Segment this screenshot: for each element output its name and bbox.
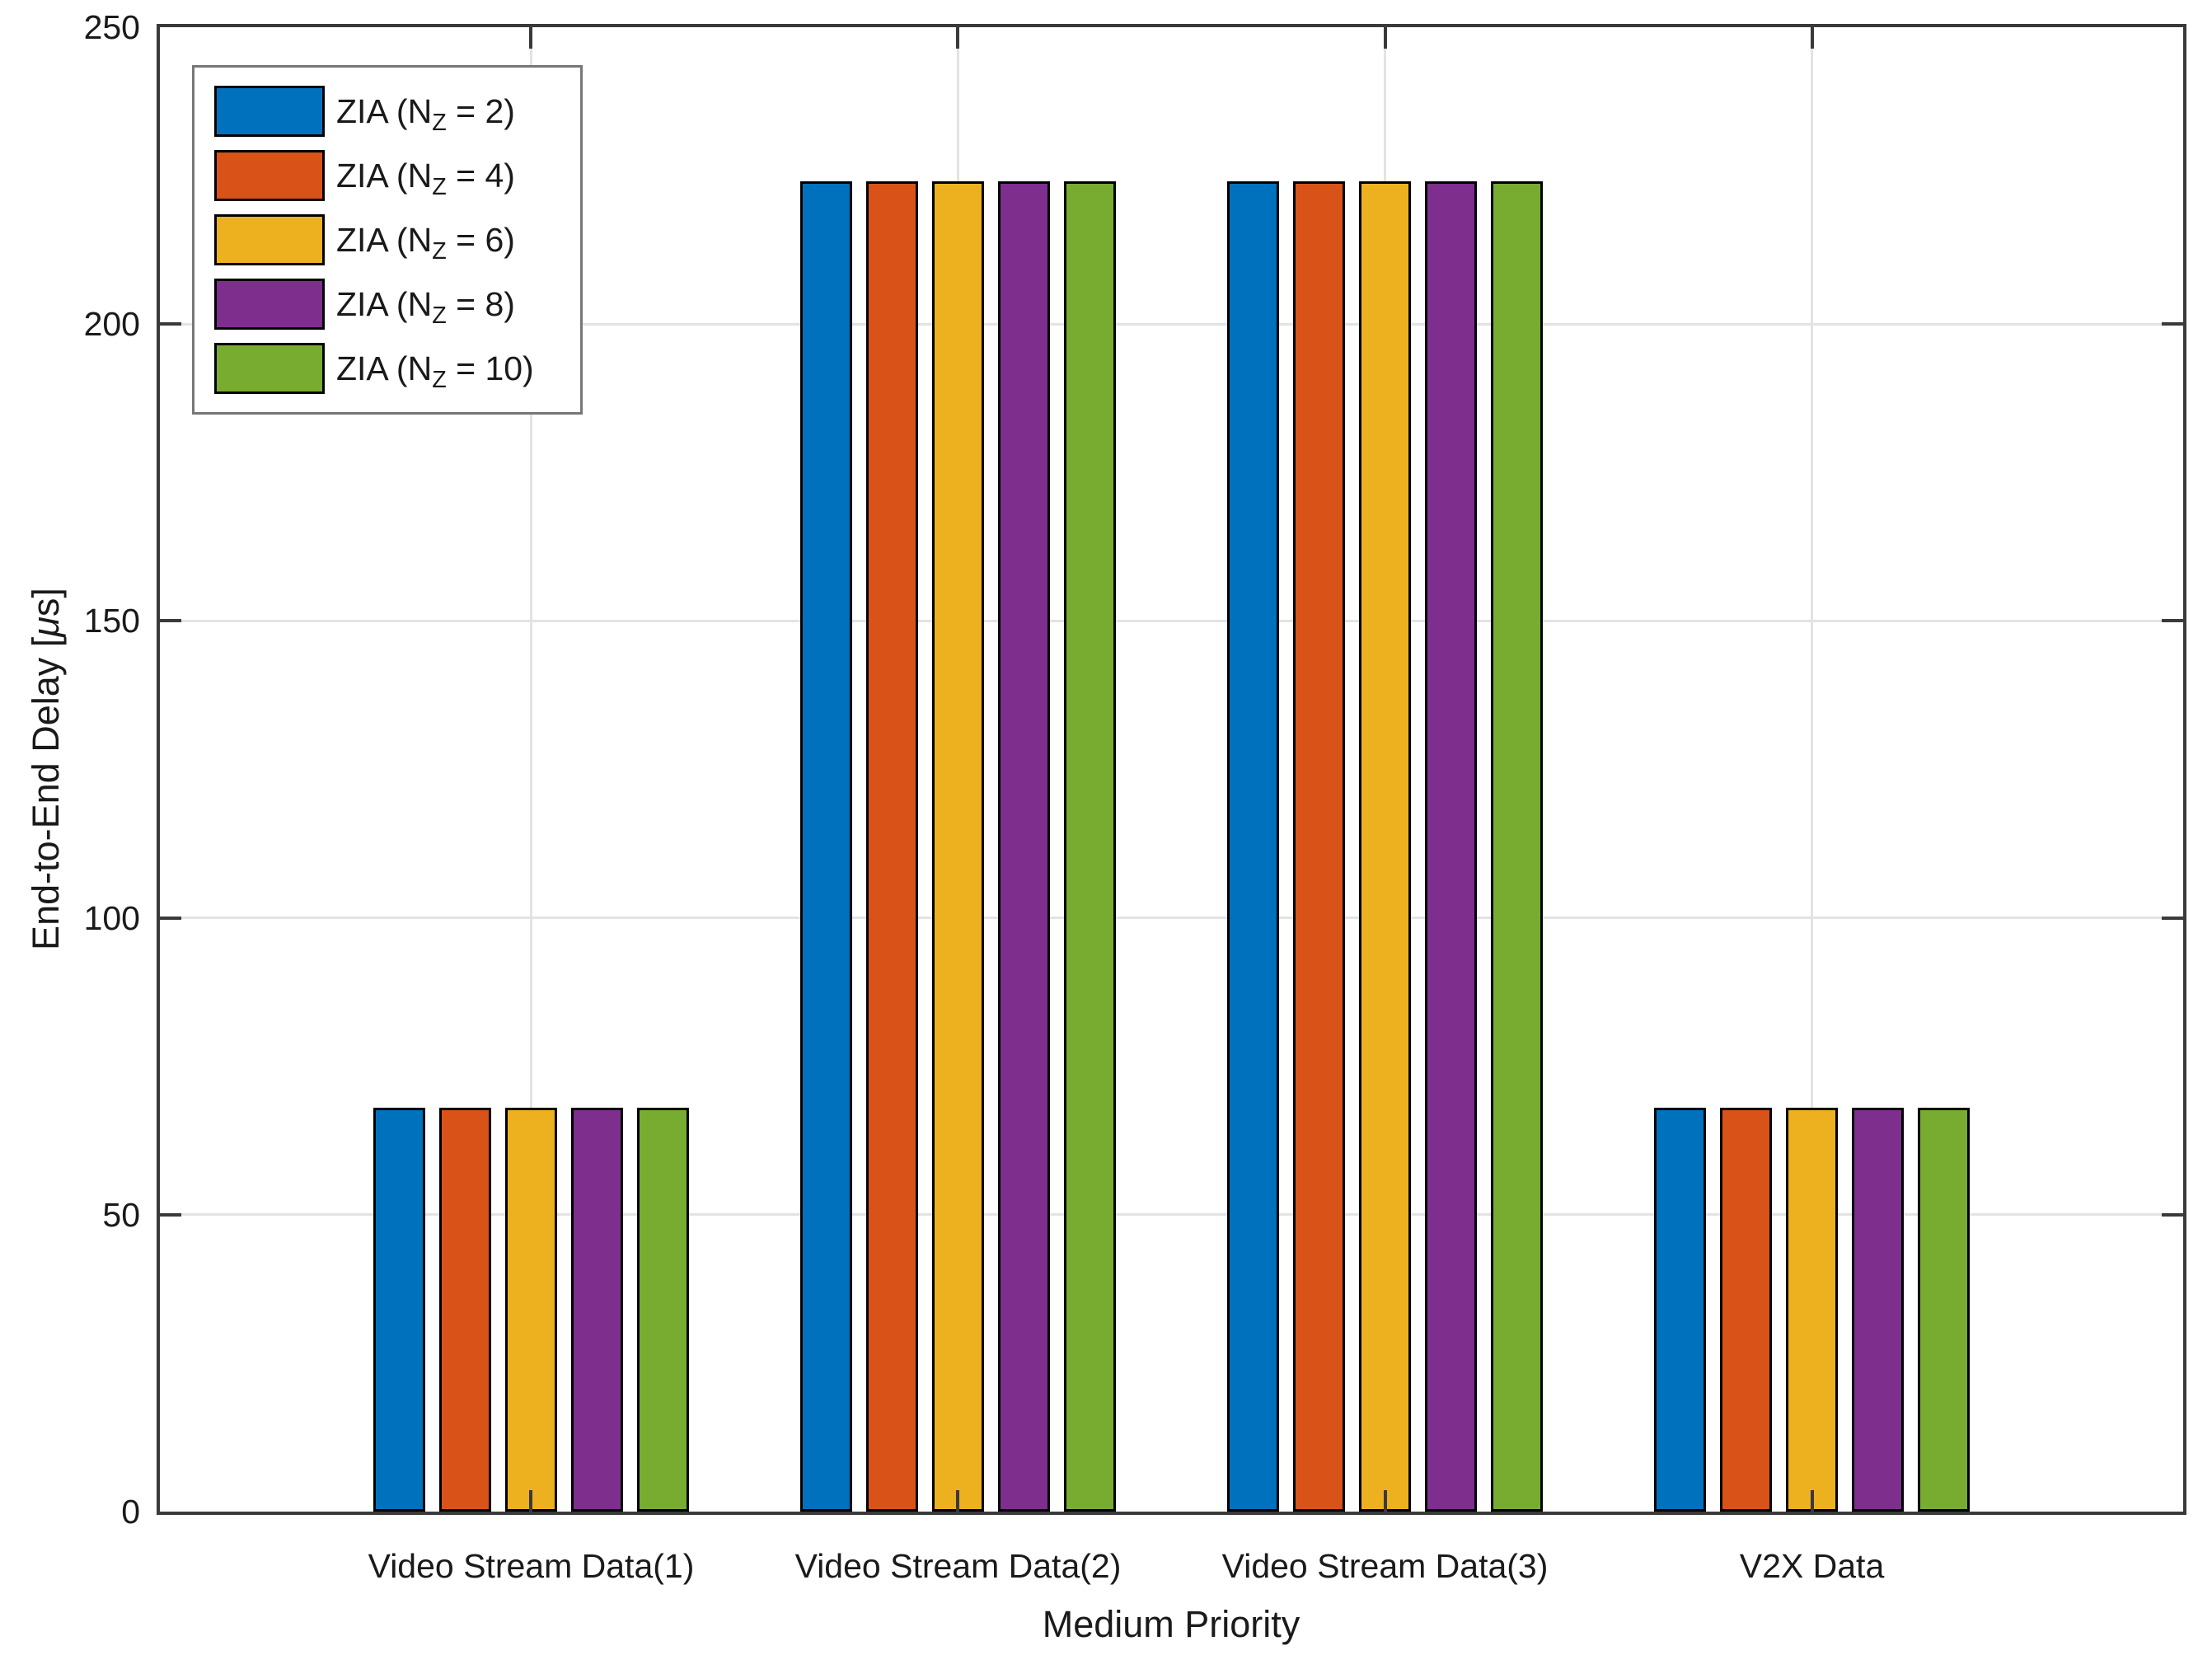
bar-ZIA-N_Z-2--cat4	[1654, 1108, 1706, 1512]
x-tick-mark	[1383, 1490, 1387, 1512]
bar-ZIA-N_Z-2--cat3	[1227, 181, 1279, 1512]
y-tick-label: 50	[102, 1195, 140, 1234]
legend-item: ZIA (NZ = 6)	[214, 214, 580, 265]
y-tick-mark	[2162, 322, 2183, 326]
x-gridline	[529, 27, 532, 1512]
y-gridline	[160, 1213, 2183, 1217]
legend-swatch	[214, 343, 325, 394]
bar-ZIA-N_Z-4--cat3	[1293, 181, 1345, 1512]
y-tick-label: 200	[83, 305, 140, 344]
y-tick-label: 250	[83, 8, 140, 46]
bar-ZIA-N_Z-4--cat1	[438, 1108, 491, 1512]
x-tick-mark	[1383, 27, 1387, 49]
y-tick-label: 0	[121, 1493, 140, 1531]
legend-swatch	[214, 279, 325, 330]
bar-ZIA-N_Z-8--cat1	[570, 1108, 623, 1512]
legend-swatch	[214, 86, 325, 137]
legend-label: ZIA (NZ = 4)	[336, 156, 515, 200]
bar-ZIA-N_Z-6--cat3	[1359, 181, 1411, 1512]
legend-item: ZIA (NZ = 2)	[214, 86, 580, 137]
bar-ZIA-N_Z-10--cat2	[1063, 181, 1116, 1512]
bar-ZIA-N_Z-4--cat2	[865, 181, 918, 1512]
x-gridline	[1811, 27, 1813, 1512]
plot-area	[160, 27, 2183, 1512]
y-tick-label: 150	[83, 602, 140, 640]
x-tick-mark	[1810, 1490, 1814, 1512]
legend-swatch	[214, 150, 325, 201]
x-tick-mark	[956, 27, 960, 49]
x-tick-label: Video Stream Data(2)	[794, 1547, 1122, 1585]
x-tick-label: Video Stream Data(3)	[1221, 1547, 1549, 1585]
legend-label: ZIA (NZ = 10)	[336, 349, 534, 393]
y-tick-mark	[2162, 1212, 2183, 1217]
y-gridline	[160, 322, 2183, 326]
bar-ZIA-N_Z-2--cat1	[373, 1108, 425, 1512]
x-tick-label: Video Stream Data(1)	[368, 1547, 695, 1585]
x-tick-label: V2X Data	[1739, 1547, 1885, 1585]
bar-ZIA-N_Z-4--cat4	[1720, 1108, 1772, 1512]
bar-ZIA-N_Z-10--cat3	[1491, 181, 1543, 1512]
legend-item: ZIA (NZ = 4)	[214, 150, 580, 201]
x-tick-mark	[529, 1490, 533, 1512]
x-axis-label: Medium Priority	[1042, 1603, 1300, 1645]
y-tick-mark	[160, 916, 181, 920]
y-tick-mark	[160, 619, 181, 623]
legend-label: ZIA (NZ = 6)	[336, 220, 515, 265]
bar-ZIA-N_Z-10--cat4	[1918, 1108, 1970, 1512]
bar-ZIA-N_Z-8--cat4	[1852, 1108, 1904, 1512]
legend-item: ZIA (NZ = 8)	[214, 279, 580, 330]
y-gridline	[160, 917, 2183, 920]
y-gridline	[160, 619, 2183, 622]
bar-ZIA-N_Z-6--cat1	[504, 1108, 557, 1512]
y-tick-mark	[2162, 916, 2183, 920]
bar-ZIA-N_Z-2--cat2	[799, 181, 852, 1512]
legend: ZIA (NZ = 2) ZIA (NZ = 4) ZIA (NZ = 6) ZIA …	[192, 65, 583, 415]
bar-ZIA-N_Z-6--cat2	[931, 181, 984, 1512]
bar-ZIA-N_Z-10--cat1	[636, 1108, 689, 1512]
y-tick-label: 100	[83, 898, 140, 937]
legend-item: ZIA (NZ = 10)	[214, 343, 580, 394]
x-tick-mark	[956, 1490, 960, 1512]
bar-ZIA-N_Z-6--cat4	[1786, 1108, 1838, 1512]
bar-ZIA-N_Z-8--cat3	[1425, 181, 1477, 1512]
x-tick-mark	[529, 27, 533, 49]
y-tick-mark	[160, 322, 181, 326]
bar-ZIA-N_Z-8--cat2	[997, 181, 1050, 1512]
y-tick-mark	[160, 1212, 181, 1217]
x-tick-mark	[1810, 27, 1814, 49]
y-tick-mark	[2162, 619, 2183, 623]
legend-swatch	[214, 214, 325, 265]
legend-label: ZIA (NZ = 2)	[336, 91, 515, 136]
legend-label: ZIA (NZ = 8)	[336, 284, 515, 329]
